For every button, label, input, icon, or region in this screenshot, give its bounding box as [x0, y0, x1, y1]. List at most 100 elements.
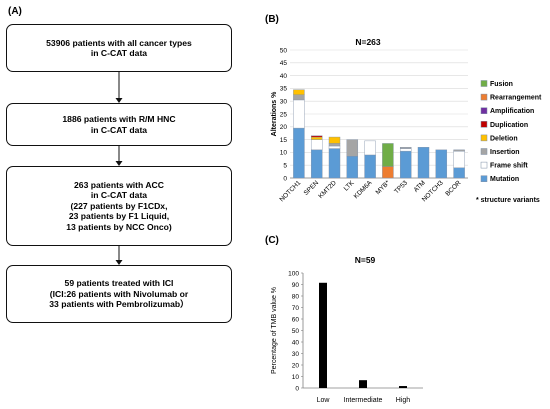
- chart-b-bar-insertion: [346, 139, 359, 157]
- chart-c-ytick-label: 0: [295, 385, 299, 392]
- chart-b-bar-deletion: [293, 89, 305, 96]
- chart-c-ytick-label: 10: [292, 374, 300, 381]
- flow-box-4: 59 patients treated with ICI (ICI:26 pati…: [6, 265, 232, 323]
- chart-b-category-label: LTK: [343, 179, 357, 193]
- chart-b-legend-label: Insertion: [490, 149, 520, 156]
- chart-b-legend-swatch: [480, 148, 488, 155]
- flow-box-line: 263 patients with ACC: [74, 179, 164, 190]
- chart-c-ylabel: Percentage of TMB value %: [271, 287, 278, 374]
- chart-b-legend-swatch: [480, 93, 488, 101]
- chart-b-ytick-label: 30: [280, 99, 288, 106]
- chart-c-ytick-label: 20: [292, 362, 300, 369]
- flow-box-line: 23 patients by F1 Liquid,: [68, 211, 170, 222]
- chart-c-ytick-label: 60: [292, 316, 300, 323]
- chart-c-bar: [319, 282, 327, 388]
- chart-c-title: N=59: [355, 255, 376, 265]
- chart-c-ytick-label: 30: [292, 351, 300, 358]
- chart-b-category-label: TP53: [393, 179, 409, 195]
- chart-b-bar-insertion: [328, 143, 341, 147]
- flow-arrow-head: [115, 260, 123, 265]
- chart-b-bar-fusion: [382, 143, 394, 167]
- chart-b-ytick-label: 15: [280, 137, 288, 144]
- chart-c-bar: [399, 386, 407, 388]
- flow-box-line: 13 patients by NCC Onco): [66, 221, 172, 232]
- chart-b-legend-label: Fusion: [490, 81, 513, 88]
- flow-box-line: 1886 patients with R/M HNC: [62, 114, 176, 125]
- chart-b-bar-rearrangement: [382, 166, 394, 179]
- chart-c-ytick-label: 90: [292, 282, 300, 289]
- chart-b-legend-label: Amplification: [490, 108, 534, 115]
- chart-b-legend-label: Rearrangement: [490, 95, 542, 102]
- chart-b-bar-deletion: [328, 136, 341, 144]
- flow-box-line: 59 patients treated with ICI: [64, 278, 174, 289]
- chart-c-ytick-label: 40: [292, 339, 300, 346]
- chart-b-ytick-label: 10: [280, 150, 288, 157]
- chart-b-bar-frame-shift: [310, 139, 323, 151]
- chart-b-ytick-label: 35: [280, 86, 288, 93]
- chart-b-bar-duplication: [310, 135, 323, 138]
- flow-box-line: in C-CAT data: [90, 48, 148, 58]
- chart-b-bar-insertion: [453, 149, 465, 152]
- chart-b-legend-label: Duplication: [490, 122, 528, 129]
- chart-b-legend-swatch: [480, 161, 488, 169]
- chart-b-bar-mutation: [346, 156, 359, 179]
- chart-c-ytick-label: 80: [292, 293, 300, 300]
- chart-c-category-label: Low: [317, 397, 331, 404]
- panel-label-c: (C): [265, 235, 279, 246]
- chart-b-category-label: ATM: [413, 179, 427, 193]
- panel-label-b: (B): [265, 14, 279, 25]
- chart-b-ytick-label: 20: [280, 124, 288, 131]
- chart-c-ytick-label: 70: [292, 305, 300, 312]
- chart-b-legend-swatch: [480, 134, 488, 142]
- chart-b-category-label: NOTCH1: [278, 179, 302, 203]
- chart-b-title: N=263: [355, 37, 381, 47]
- flow-box-line: in C-CAT data: [90, 190, 148, 201]
- chart-b-ytick-label: 50: [280, 47, 288, 54]
- chart-b-bar-insertion: [399, 147, 412, 149]
- chart-b-category-label: MYB*: [375, 179, 392, 196]
- chart-b-bar-mutation: [417, 147, 430, 179]
- chart-b-ytick-label: 0: [283, 175, 287, 182]
- chart-b-bar-mutation: [364, 154, 376, 179]
- flow-arrow-head: [115, 161, 123, 166]
- chart-b-legend-swatch: [480, 80, 488, 87]
- chart-b-bar-deletion: [310, 136, 323, 140]
- chart-c-ytick-label: 100: [288, 270, 299, 277]
- chart-b-ytick-label: 45: [280, 60, 288, 67]
- chart-c-ytick-label: 50: [292, 328, 300, 335]
- chart-b-category-label: KDM6A: [353, 179, 374, 200]
- chart-b-legend-label: Frame shift: [490, 163, 528, 170]
- chart-b-ytick-label: 5: [283, 163, 287, 170]
- chart-b-legend-swatch: [480, 121, 488, 128]
- flow-box-2: 1886 patients with R/M HNC in C-CAT data: [6, 103, 232, 146]
- flow-arrow-head: [115, 98, 123, 103]
- flow-box-line: (ICI:26 patients with Nivolumab or: [49, 288, 189, 299]
- chart-b-legend-label: Mutation: [490, 176, 519, 183]
- chart-b-ytick-label: 25: [280, 111, 288, 118]
- chart-b-bar-mutation: [293, 127, 305, 179]
- chart-b-bar-mutation: [453, 167, 465, 179]
- chart-b-bar-frame-shift: [364, 140, 376, 156]
- chart-c-category-label: Intermediate: [344, 397, 383, 404]
- flow-box-line: 53906 patients with all cancer types: [46, 37, 192, 48]
- chart-b-legend-swatch: [480, 107, 488, 114]
- flow-box-1: 53906 patients with all cancer types in C…: [6, 24, 232, 72]
- flow-box-line: 33 patients with Pembrolizumab）: [49, 299, 189, 310]
- chart-b-bar-mutation: [328, 148, 341, 179]
- chart-c-category-label: High: [396, 397, 411, 404]
- chart-b-legend-swatch: [480, 175, 488, 182]
- chart-b-bar-mutation: [310, 149, 323, 179]
- flow-box-3: 263 patients with ACC in C-CAT data (227 p…: [6, 166, 232, 246]
- chart-b-legend-label: Deletion: [490, 135, 518, 142]
- chart-b-category-label: KMT2D: [317, 179, 338, 200]
- flow-box-line: (227 patients by F1CDx,: [70, 200, 168, 211]
- flow-box-line: in C-CAT data: [90, 124, 148, 135]
- chart-b-bar-frame-shift: [453, 150, 465, 168]
- panel-label-a: (A): [8, 6, 22, 17]
- chart-b-ytick-label: 40: [280, 73, 288, 80]
- chart-b-ylabel: Alterations %: [271, 91, 278, 137]
- chart-b-bar-frame-shift: [399, 148, 412, 152]
- chart-b-annotation: * structure variants: [476, 197, 540, 204]
- chart-b-bar-insertion: [293, 94, 305, 101]
